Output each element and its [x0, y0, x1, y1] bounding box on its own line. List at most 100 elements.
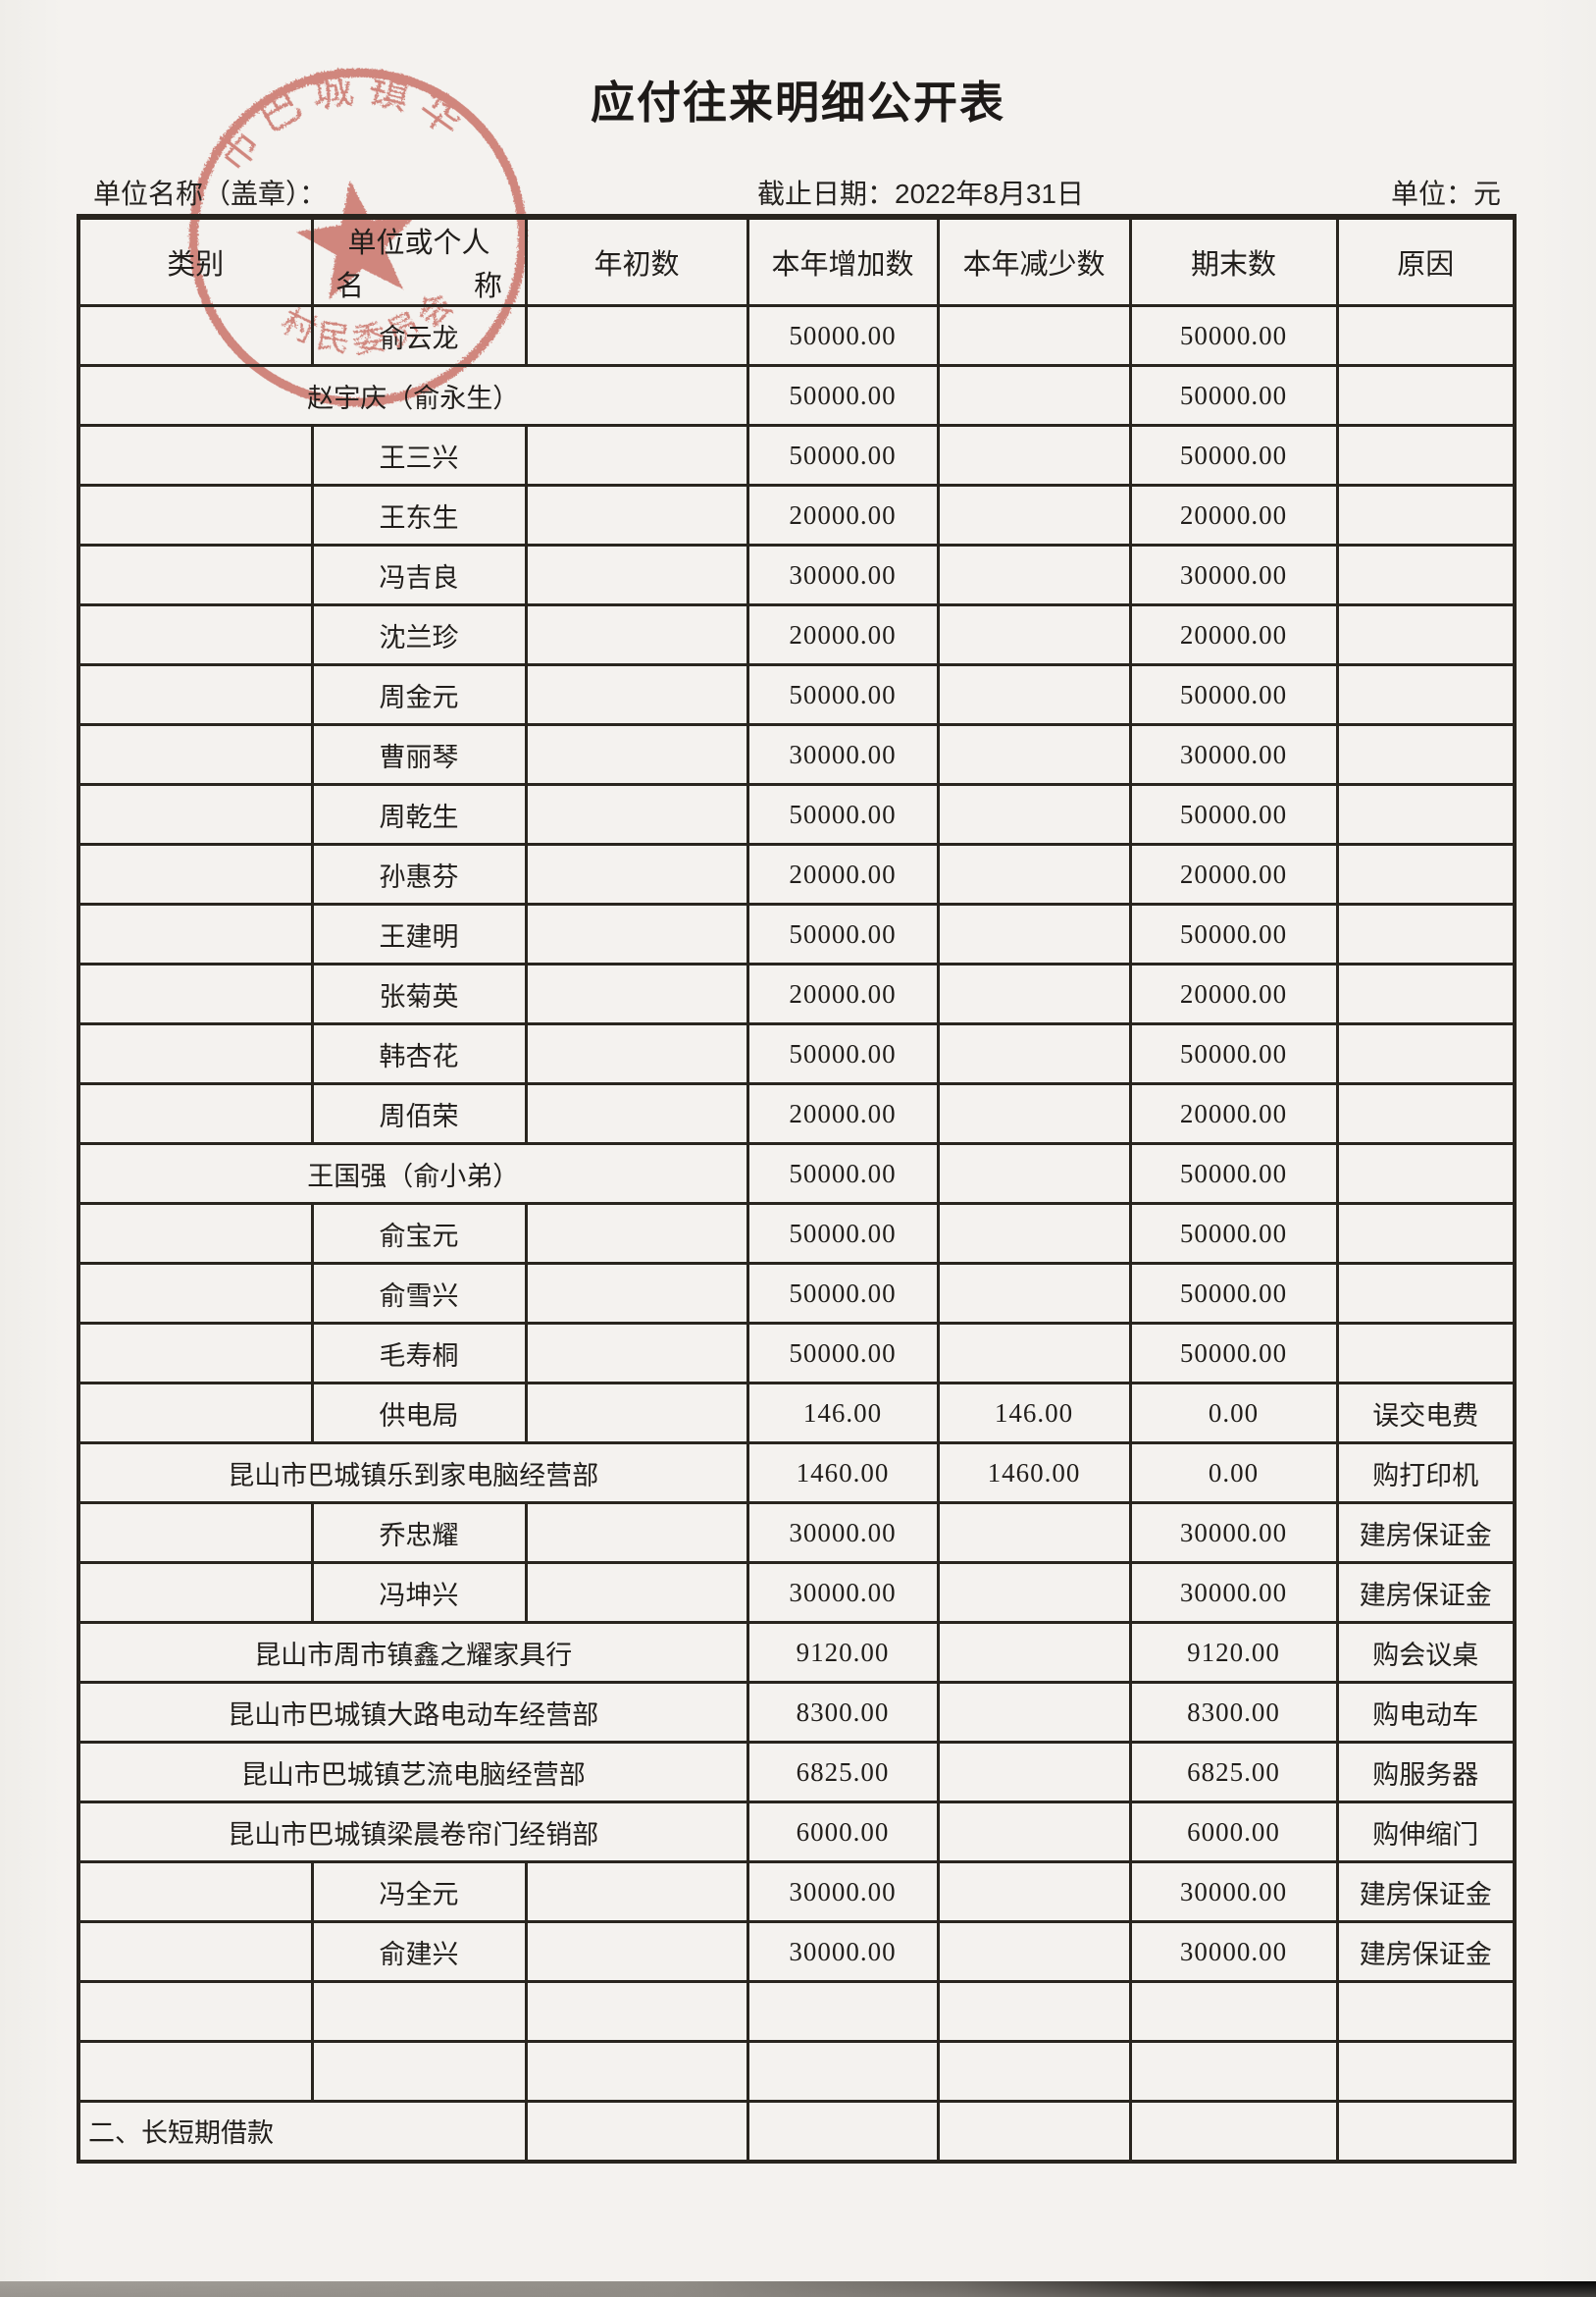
document-title: 应付往来明细公开表	[590, 78, 1005, 128]
cell-name: 王三兴	[310, 424, 528, 487]
cell-increase: 50000.00	[746, 783, 940, 846]
cell-increase: 20000.00	[746, 963, 940, 1025]
cell-name	[310, 2040, 528, 2103]
cell-ending-balance: 50000.00	[1128, 1022, 1339, 1085]
table-row	[77, 1980, 1517, 2043]
cell-category	[77, 1980, 314, 2043]
cell-begin-balance	[524, 1561, 749, 1624]
table-row: 供电局 146.00 146.00 0.00 误交电费	[77, 1382, 1517, 1444]
cell-begin-balance	[524, 903, 749, 966]
cell-reason	[1335, 603, 1517, 666]
cell-reason	[1335, 843, 1517, 906]
cell-name: 昆山市巴城镇艺流电脑经营部	[77, 1741, 749, 1803]
cell-category	[77, 783, 314, 846]
cell-reason	[1335, 544, 1517, 606]
cell-decrease	[936, 903, 1132, 966]
cell-begin-balance	[524, 2100, 749, 2163]
cell-name: 王东生	[310, 484, 528, 547]
cell-increase: 50000.00	[746, 364, 940, 427]
table-row: 昆山市巴城镇大路电动车经营部 8300.00 8300.00 购电动车	[77, 1681, 1517, 1744]
cell-ending-balance: 30000.00	[1128, 1860, 1339, 1923]
cell-begin-balance	[524, 1322, 749, 1384]
cell-decrease	[936, 1860, 1132, 1923]
cell-increase: 50000.00	[746, 1142, 940, 1205]
cell-ending-balance: 30000.00	[1128, 1501, 1339, 1564]
cell-begin-balance	[524, 783, 749, 846]
cell-reason	[1335, 2100, 1517, 2163]
cell-ending-balance: 50000.00	[1128, 1262, 1339, 1325]
cell-reason: 购打印机	[1335, 1441, 1517, 1504]
unit-name-label: 单位名称（盖章）：	[93, 179, 328, 209]
cell-increase: 30000.00	[746, 1501, 940, 1564]
cell-begin-balance	[524, 1022, 749, 1085]
cell-name: 赵宇庆（俞永生）	[77, 364, 749, 427]
cell-ending-balance	[1128, 2100, 1339, 2163]
cell-increase: 30000.00	[746, 1561, 940, 1624]
cell-category	[77, 1262, 314, 1325]
meta-row: 单位名称（盖章）： 截止日期：2022年8月31日 单位：元	[0, 173, 1596, 210]
cell-begin-balance	[524, 603, 749, 666]
cell-begin-balance	[524, 1382, 749, 1444]
cell-decrease	[936, 364, 1132, 427]
cell-name: 乔忠耀	[310, 1501, 528, 1564]
table-row: 俞建兴 30000.00 30000.00 建房保证金	[77, 1920, 1517, 1983]
header-decrease: 本年减少数	[936, 215, 1132, 307]
table-row: 张菊英 20000.00 20000.00	[77, 963, 1517, 1025]
cell-category	[77, 484, 314, 547]
cell-begin-balance	[524, 484, 749, 547]
cell-ending-balance: 20000.00	[1128, 963, 1339, 1025]
cell-begin-balance	[524, 2040, 749, 2103]
table-row: 冯吉良 30000.00 30000.00	[77, 544, 1517, 606]
cell-reason	[1335, 484, 1517, 547]
cell-decrease	[936, 1920, 1132, 1983]
cell-increase: 30000.00	[746, 544, 940, 606]
cell-category	[77, 603, 314, 666]
cell-name: 周乾生	[310, 783, 528, 846]
cell-reason: 误交电费	[1335, 1382, 1517, 1444]
cell-ending-balance: 20000.00	[1128, 603, 1339, 666]
cell-name: 王建明	[310, 903, 528, 966]
cell-ending-balance: 30000.00	[1128, 544, 1339, 606]
cell-begin-balance	[524, 1920, 749, 1983]
header-ending-balance: 期末数	[1128, 215, 1339, 307]
cell-increase: 50000.00	[746, 663, 940, 726]
cell-decrease	[936, 2040, 1132, 2103]
cell-name: 俞建兴	[310, 1920, 528, 1983]
cell-decrease	[936, 843, 1132, 906]
cell-decrease	[936, 1322, 1132, 1384]
table-row: 沈兰珍 20000.00 20000.00	[77, 603, 1517, 666]
table-row: 周佰荣 20000.00 20000.00	[77, 1082, 1517, 1145]
cell-ending-balance: 6000.00	[1128, 1801, 1339, 1863]
cell-category	[77, 963, 314, 1025]
cell-increase: 1460.00	[746, 1441, 940, 1504]
table-row	[77, 2040, 1517, 2103]
cell-ending-balance: 20000.00	[1128, 484, 1339, 547]
cell-reason	[1335, 723, 1517, 786]
currency-unit-label: 单位：元	[1391, 179, 1502, 209]
cell-decrease	[936, 1022, 1132, 1085]
table-row: 赵宇庆（俞永生） 50000.00 50000.00	[77, 364, 1517, 427]
table-row: 昆山市巴城镇梁晨卷帘门经销部 6000.00 6000.00 购伸缩门	[77, 1801, 1517, 1863]
cell-increase: 9120.00	[746, 1621, 940, 1684]
table-row: 二、长短期借款	[77, 2100, 1517, 2163]
cell-reason	[1335, 1202, 1517, 1265]
cell-decrease	[936, 1561, 1132, 1624]
table-row: 昆山市周市镇鑫之耀家具行 9120.00 9120.00 购会议桌	[77, 1621, 1517, 1684]
cell-begin-balance	[524, 1860, 749, 1923]
cell-name: 俞云龙	[310, 304, 528, 367]
cell-decrease	[936, 1142, 1132, 1205]
cell-begin-balance	[524, 1202, 749, 1265]
cell-name: 王国强（俞小弟）	[77, 1142, 749, 1205]
cell-reason	[1335, 963, 1517, 1025]
cell-category	[77, 1920, 314, 1983]
cell-increase	[746, 2100, 940, 2163]
cell-increase: 30000.00	[746, 1920, 940, 1983]
cell-ending-balance	[1128, 1980, 1339, 2043]
cell-ending-balance	[1128, 2040, 1339, 2103]
cell-decrease	[936, 544, 1132, 606]
cell-increase: 20000.00	[746, 603, 940, 666]
cell-category	[77, 1561, 314, 1624]
cutoff-date-label: 截止日期：2022年8月31日	[757, 179, 1085, 209]
cell-ending-balance: 30000.00	[1128, 1920, 1339, 1983]
cell-increase: 20000.00	[746, 843, 940, 906]
